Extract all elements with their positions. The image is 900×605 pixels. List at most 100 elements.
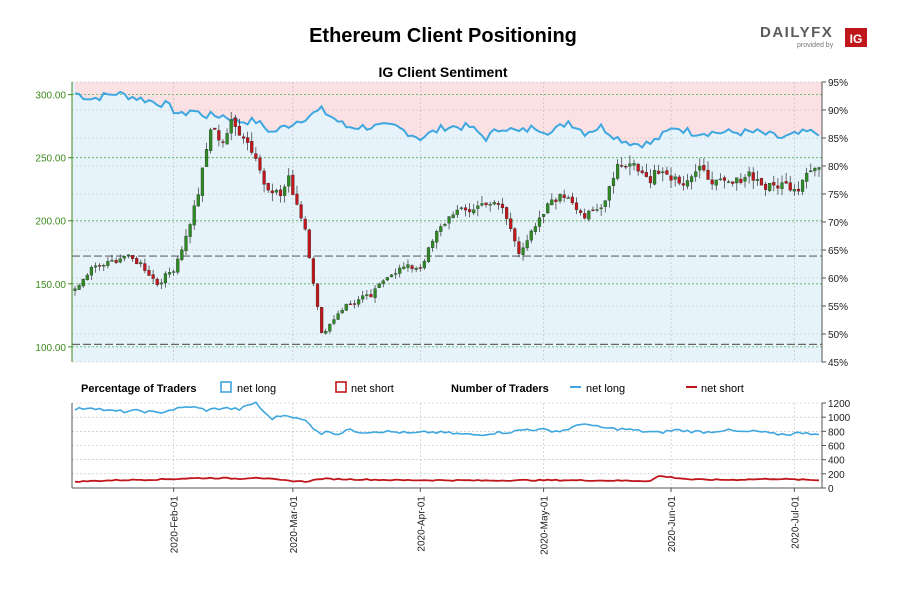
- candle-body: [513, 228, 517, 242]
- price-candle: [657, 164, 661, 175]
- price-candle: [89, 265, 94, 281]
- price-candle: [714, 179, 718, 191]
- candle-body: [648, 176, 653, 184]
- candle-body: [410, 265, 414, 269]
- price-candle: [669, 167, 673, 189]
- price-candle: [266, 182, 270, 193]
- price-candle: [624, 164, 628, 170]
- candle-body: [776, 185, 780, 189]
- candle-body: [89, 266, 94, 276]
- price-candle: [122, 255, 126, 262]
- price-candle: [340, 307, 344, 315]
- candle-body: [706, 169, 710, 180]
- candle-body: [225, 133, 229, 145]
- candle-body: [731, 181, 735, 184]
- candle-body: [640, 170, 644, 173]
- price-candle: [402, 262, 406, 270]
- price-candle: [673, 173, 677, 187]
- price-candle: [237, 118, 242, 136]
- candle-body: [431, 240, 435, 248]
- price-candle: [373, 285, 377, 303]
- candle-body: [147, 270, 151, 276]
- candle-body: [77, 285, 81, 290]
- price-candle: [735, 177, 739, 191]
- legend-pct-long-label: net long: [237, 383, 276, 395]
- candle-body: [669, 175, 673, 181]
- candle-body: [517, 241, 521, 254]
- price-candle: [505, 206, 509, 226]
- bottom-tick-label: 0: [828, 484, 834, 495]
- candle-body: [521, 247, 525, 255]
- candle-body: [702, 165, 706, 171]
- candle-body: [805, 172, 809, 182]
- price-candle: [644, 163, 648, 178]
- candle-body: [763, 183, 768, 190]
- left-tick-label: 250.00: [35, 154, 66, 165]
- candle-body: [525, 240, 529, 249]
- price-candle: [102, 263, 106, 272]
- candle-body: [546, 203, 550, 214]
- price-candle: [739, 173, 743, 185]
- price-candle: [291, 169, 295, 196]
- candle-body: [135, 258, 139, 265]
- candle-body: [315, 283, 320, 307]
- price-candle: [480, 195, 484, 207]
- left-tick-label: 150.00: [35, 280, 66, 291]
- price-candle: [648, 168, 653, 189]
- net-short-count-line: [74, 475, 820, 483]
- price-candle: [509, 212, 513, 232]
- candle-body: [151, 274, 155, 279]
- price-candle: [389, 274, 394, 278]
- price-candle: [348, 300, 352, 306]
- price-candle: [537, 210, 542, 232]
- price-candle: [698, 158, 702, 179]
- candle-body: [237, 125, 242, 136]
- price-candle: [73, 285, 77, 296]
- candle-body: [492, 202, 496, 205]
- price-candle: [776, 178, 780, 195]
- legend-pct-short-swatch: [335, 381, 347, 393]
- candle-body: [435, 231, 439, 243]
- x-tick-label: 2020-Apr-01: [416, 496, 427, 552]
- candle-body: [689, 176, 694, 183]
- candle-body: [809, 170, 813, 173]
- candle-body: [788, 182, 792, 191]
- candle-body: [447, 216, 451, 224]
- price-candle: [755, 170, 759, 186]
- price-candle: [336, 310, 340, 321]
- candle-body: [698, 165, 702, 171]
- price-candle: [759, 177, 764, 186]
- bottom-tick-label: 1000: [828, 413, 851, 424]
- candle-body: [488, 204, 492, 206]
- price-candle: [607, 185, 611, 208]
- candle-body: [217, 130, 221, 141]
- candle-body: [196, 194, 200, 207]
- price-candle: [431, 239, 435, 252]
- candle-body: [468, 209, 472, 213]
- candle-body: [233, 117, 237, 127]
- price-candle: [394, 268, 398, 279]
- price-candle: [685, 173, 690, 190]
- candle-body: [714, 179, 718, 186]
- price-candle: [258, 154, 262, 174]
- price-candle: [81, 278, 85, 288]
- price-candle: [361, 290, 365, 303]
- candle-body: [755, 179, 759, 181]
- price-candle: [525, 234, 529, 251]
- price-candle: [126, 254, 131, 259]
- candle-body: [373, 288, 377, 298]
- candle-body: [542, 214, 546, 217]
- candle-body: [611, 177, 616, 187]
- candle-body: [772, 182, 776, 186]
- price-candle: [241, 133, 246, 144]
- candle-body: [422, 260, 426, 269]
- price-candle: [488, 201, 492, 212]
- price-candle: [311, 256, 316, 287]
- price-candle: [689, 174, 694, 190]
- candle-body: [291, 174, 295, 195]
- candle-body: [246, 137, 250, 143]
- candle-body: [188, 224, 192, 237]
- candle-body: [106, 261, 110, 266]
- right-tick-label: 80%: [828, 162, 848, 173]
- price-candle: [110, 254, 114, 262]
